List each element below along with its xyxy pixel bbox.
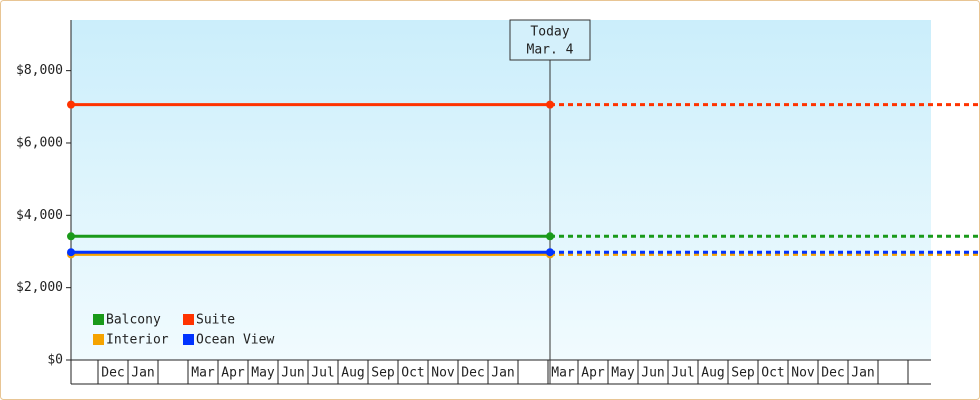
x-tick-label: Oct: [401, 366, 424, 381]
plot-area: [71, 20, 931, 360]
point: [546, 100, 554, 109]
point: [67, 248, 75, 257]
today-box: [509, 19, 591, 61]
x-tick-label: Dec: [821, 366, 844, 381]
x-tick-label: Apr: [581, 366, 605, 381]
today-label: Today: [530, 25, 569, 40]
y-tick-label: $8,000: [16, 63, 63, 78]
x-tick-label: Sep: [371, 366, 395, 381]
legend-label: Suite: [196, 313, 235, 328]
x-tick-label: Mar: [191, 366, 215, 381]
y-tick-label: $6,000: [16, 135, 63, 150]
x-tick-label: Apr: [221, 366, 245, 381]
x-tick-label: Aug: [701, 366, 724, 381]
legend-label: Balcony: [106, 313, 161, 328]
point: [546, 232, 554, 241]
legend-swatch: [93, 334, 104, 345]
x-tick-label: May: [611, 366, 635, 381]
legend-swatch: [183, 334, 194, 345]
x-tick-label: Dec: [461, 366, 484, 381]
legend-label: Interior: [106, 333, 169, 348]
point: [67, 232, 75, 241]
x-tick-label: Jun: [281, 366, 304, 381]
today-label: Mar. 4: [527, 43, 574, 58]
x-tick-label: Jan: [131, 366, 154, 381]
x-tick-label: Nov: [791, 366, 815, 381]
x-tick-label: May: [251, 366, 275, 381]
x-tick-label: Sep: [731, 366, 755, 381]
x-tick-label: Jan: [491, 366, 514, 381]
point: [546, 248, 554, 257]
legend-label: Ocean View: [196, 333, 274, 348]
x-tick-label: Oct: [761, 366, 784, 381]
x-tick-label: Aug: [341, 366, 364, 381]
x-tick-label: Jul: [671, 366, 694, 381]
x-tick-label: Dec: [101, 366, 124, 381]
y-tick-label: $4,000: [16, 208, 63, 223]
point: [67, 100, 75, 109]
x-tick-label: Jun: [641, 366, 664, 381]
x-tick-label: Jan: [851, 366, 874, 381]
x-tick-label: Nov: [431, 366, 455, 381]
y-tick-label: $0: [47, 353, 63, 368]
legend-swatch: [183, 314, 194, 325]
x-tick-label: Jul: [311, 366, 334, 381]
x-tick-label: Mar: [551, 366, 575, 381]
legend-swatch: [93, 314, 104, 325]
y-tick-label: $2,000: [16, 280, 63, 295]
